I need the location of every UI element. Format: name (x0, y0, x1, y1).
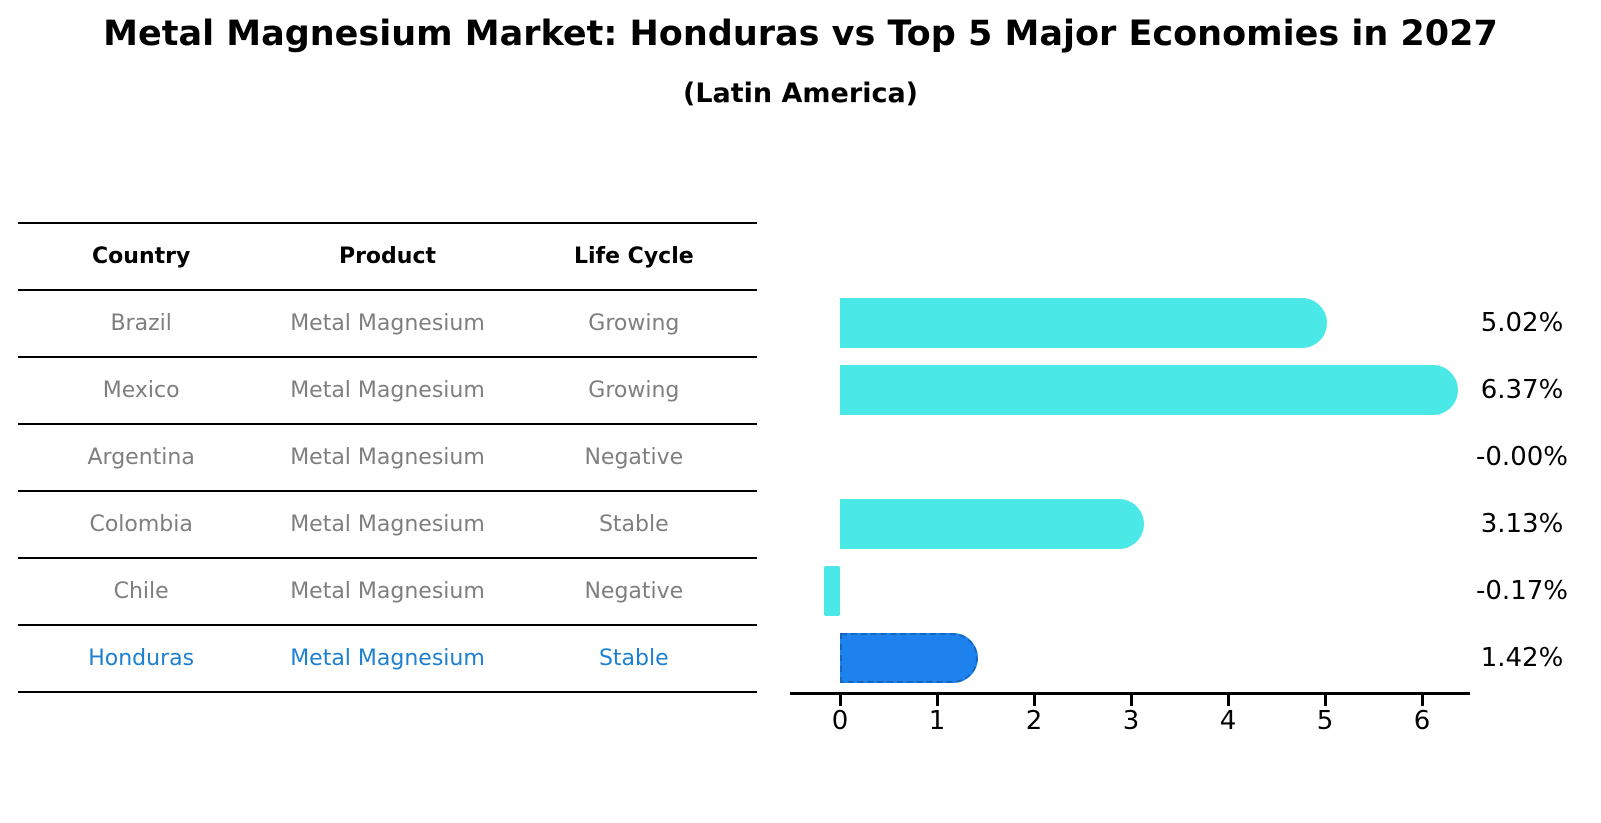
cell-product: Metal Magnesium (290, 311, 485, 336)
bar-chile (823, 565, 840, 616)
table-header-row: Country Product Life Cycle (18, 224, 757, 291)
table-row-chile: Chile Metal Magnesium Negative (18, 559, 757, 626)
cell-lifecycle: Negative (584, 579, 684, 604)
cell-product: Metal Magnesium (290, 378, 485, 403)
table-row-colombia: Colombia Metal Magnesium Stable (18, 492, 757, 559)
cell-country: Argentina (87, 445, 195, 470)
value-label-mexico: 6.37% (1480, 374, 1564, 405)
x-tick-mark-3 (1129, 695, 1133, 706)
table-header-country: Country (92, 244, 191, 269)
chart-subtitle: (Latin America) (682, 78, 919, 109)
country-table: Country Product Life Cycle Brazil Metal M… (18, 222, 757, 693)
cell-country: Chile (113, 579, 169, 604)
bar-mexico (840, 364, 1458, 415)
chart-title: Metal Magnesium Market: Honduras vs Top … (103, 14, 1498, 54)
x-tick-label-6: 6 (1413, 706, 1431, 736)
cell-product: Metal Magnesium (290, 579, 485, 604)
cell-country: Brazil (110, 311, 172, 336)
cell-country: Colombia (89, 512, 193, 537)
cell-lifecycle: Growing (588, 311, 680, 336)
table-row-mexico: Mexico Metal Magnesium Growing (18, 358, 757, 425)
cell-lifecycle: Growing (588, 378, 680, 403)
x-tick-label-4: 4 (1219, 706, 1237, 736)
value-label-argentina: -0.00% (1476, 441, 1568, 472)
x-tick-mark-6 (1420, 695, 1424, 706)
table-body: Brazil Metal Magnesium Growing Mexico Metal … (18, 291, 757, 693)
x-tick-mark-0 (838, 695, 842, 706)
bar-colombia (840, 498, 1144, 549)
cell-lifecycle: Stable (598, 646, 669, 671)
x-axis-line (790, 692, 1470, 695)
x-tick-mark-1 (935, 695, 939, 706)
table-row-honduras: Honduras Metal Magnesium Stable (18, 626, 757, 693)
cell-country: Honduras (88, 646, 195, 671)
x-tick-label-1: 1 (928, 706, 946, 736)
cell-lifecycle: Negative (584, 445, 684, 470)
x-tick-label-3: 3 (1122, 706, 1140, 736)
x-tick-label-0: 0 (831, 706, 849, 736)
value-label-colombia: 3.13% (1480, 508, 1564, 539)
bar-brazil (840, 297, 1327, 348)
x-tick-mark-2 (1032, 695, 1036, 706)
x-tick-label-2: 2 (1025, 706, 1043, 736)
cell-country: Mexico (102, 378, 180, 403)
value-label-brazil: 5.02% (1480, 307, 1564, 338)
value-label-honduras: 1.42% (1480, 642, 1564, 673)
table-row-argentina: Argentina Metal Magnesium Negative (18, 425, 757, 492)
table-header-product: Product (338, 244, 437, 269)
cell-product: Metal Magnesium (290, 445, 485, 470)
x-tick-mark-4 (1226, 695, 1230, 706)
table-row-brazil: Brazil Metal Magnesium Growing (18, 291, 757, 358)
cell-product: Metal Magnesium (290, 646, 485, 671)
table-header-lifecycle: Life Cycle (573, 244, 694, 269)
x-tick-mark-5 (1323, 695, 1327, 706)
x-tick-label-5: 5 (1316, 706, 1334, 736)
cell-product: Metal Magnesium (290, 512, 485, 537)
cell-lifecycle: Stable (598, 512, 669, 537)
value-label-chile: -0.17% (1476, 575, 1568, 606)
bar-honduras (840, 632, 978, 683)
